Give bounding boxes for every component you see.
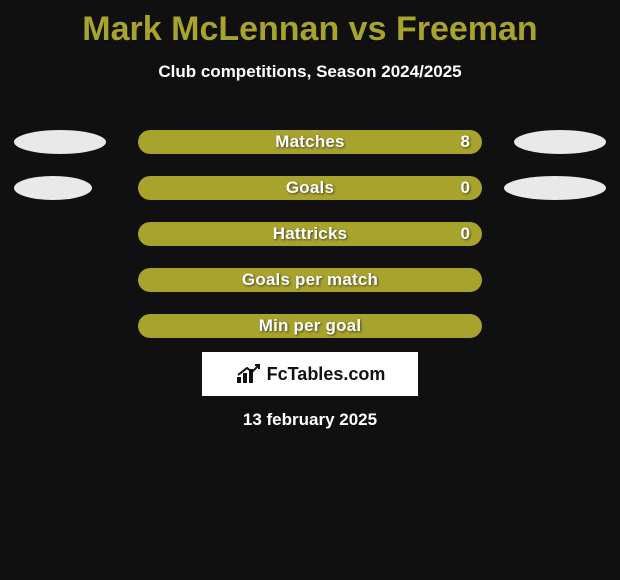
player-marker-right <box>514 130 606 154</box>
stat-row: Goals per match <box>0 268 620 292</box>
snapshot-date: 13 february 2025 <box>0 410 620 430</box>
source-badge: FcTables.com <box>202 352 418 396</box>
stat-label: Goals per match <box>138 268 482 292</box>
player-marker-left <box>14 130 106 154</box>
stat-bar: Goals per match <box>138 268 482 292</box>
stat-value-right: 8 <box>461 130 470 154</box>
stat-bar: Min per goal <box>138 314 482 338</box>
page-subtitle: Club competitions, Season 2024/2025 <box>0 62 620 82</box>
stat-bar: Matches <box>138 130 482 154</box>
page-title: Mark McLennan vs Freeman <box>0 0 620 49</box>
stat-value-right: 0 <box>461 176 470 200</box>
stat-label: Matches <box>138 130 482 154</box>
stat-row: Min per goal <box>0 314 620 338</box>
player-marker-right <box>504 176 606 200</box>
player-marker-left <box>14 176 92 200</box>
stat-bar: Goals <box>138 176 482 200</box>
stat-bar: Hattricks <box>138 222 482 246</box>
source-badge-text: FcTables.com <box>267 364 386 385</box>
stat-label: Min per goal <box>138 314 482 338</box>
stat-label: Goals <box>138 176 482 200</box>
stat-value-right: 0 <box>461 222 470 246</box>
stat-label: Hattricks <box>138 222 482 246</box>
stat-row: Hattricks0 <box>0 222 620 246</box>
stats-rows: Matches8Goals0Hattricks0Goals per matchM… <box>0 130 620 338</box>
stat-row: Goals0 <box>0 176 620 200</box>
bar-chart-arrow-icon <box>235 363 261 385</box>
stat-row: Matches8 <box>0 130 620 154</box>
